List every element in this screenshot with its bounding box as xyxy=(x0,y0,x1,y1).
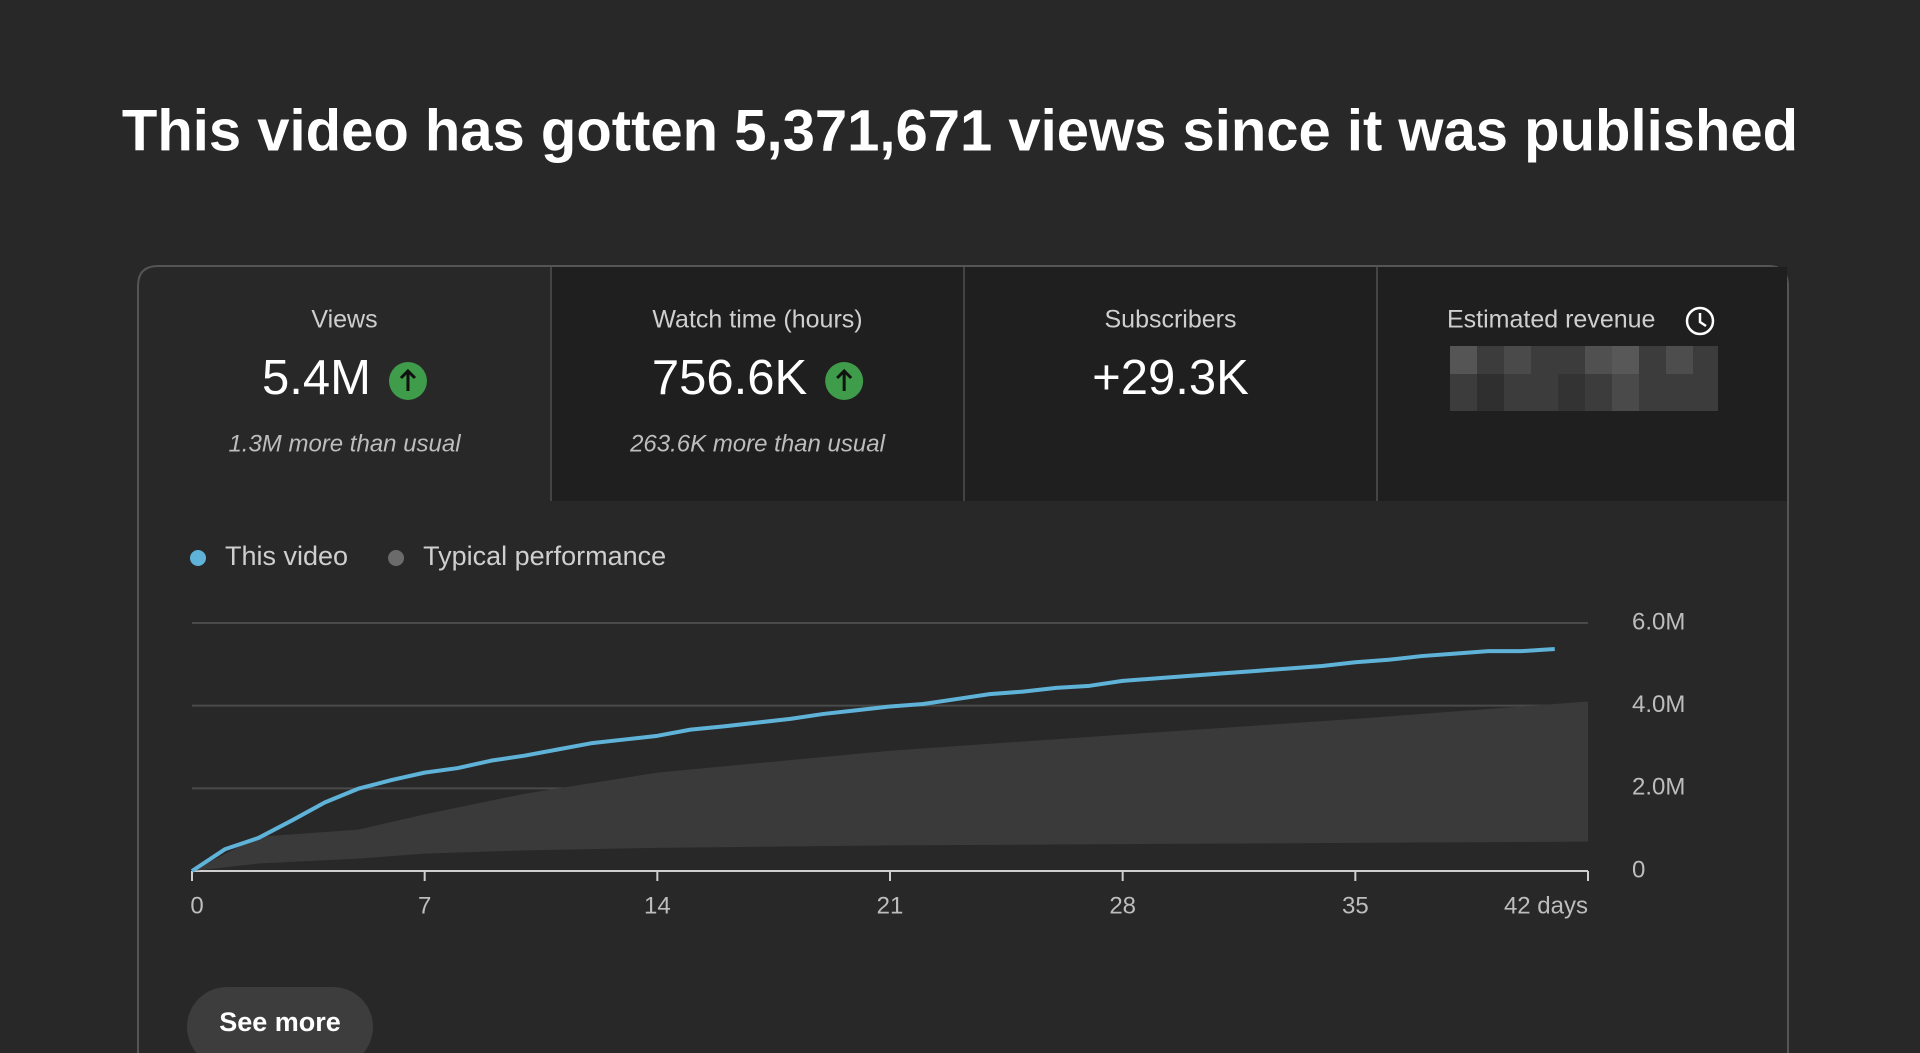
legend-label: Typical performance xyxy=(423,541,666,571)
revenue-blur xyxy=(1450,346,1718,411)
metric-note: 263.6K more than usual xyxy=(629,430,886,457)
metric-value: +29.3K xyxy=(1092,351,1249,405)
typical-band xyxy=(192,701,1588,871)
metric-value: 756.6K xyxy=(652,351,808,405)
metric-label: Estimated revenue xyxy=(1447,306,1655,334)
page-title: This video has gotten 5,371,671 views si… xyxy=(122,98,1798,163)
x-tick-label: 7 xyxy=(418,892,431,919)
metric-label: Views xyxy=(311,306,377,334)
up-arrow xyxy=(399,368,417,391)
up-arrow xyxy=(836,368,853,391)
x-tick-label: 28 xyxy=(1109,892,1136,919)
x-tick-label: 14 xyxy=(644,892,671,919)
metric-label: Watch time (hours) xyxy=(652,306,862,334)
legend-marker xyxy=(388,550,405,566)
y-tick-label: 0 xyxy=(1632,856,1645,883)
clock-icon xyxy=(1685,306,1715,336)
plot xyxy=(190,647,1588,873)
metric-value: 5.4M xyxy=(262,351,371,405)
x-tick-label: 35 xyxy=(1342,892,1369,919)
button-label[interactable]: See more xyxy=(219,1007,341,1037)
y-tick-label: 4.0M xyxy=(1632,691,1685,718)
see-more-button[interactable] xyxy=(187,987,373,1053)
metric-note: 1.3M more than usual xyxy=(228,430,461,457)
y-tick-label: 6.0M xyxy=(1632,608,1685,635)
legend-label: This video xyxy=(225,541,348,571)
metric-label: Subscribers xyxy=(1105,306,1237,334)
y-tick-label: 2.0M xyxy=(1632,774,1685,801)
x-tick-label: 42 days xyxy=(1504,892,1588,919)
series-line xyxy=(190,647,1555,873)
legend-marker xyxy=(190,550,206,566)
x-tick-label: 0 xyxy=(190,892,203,919)
x-tick-label: 21 xyxy=(877,892,904,919)
